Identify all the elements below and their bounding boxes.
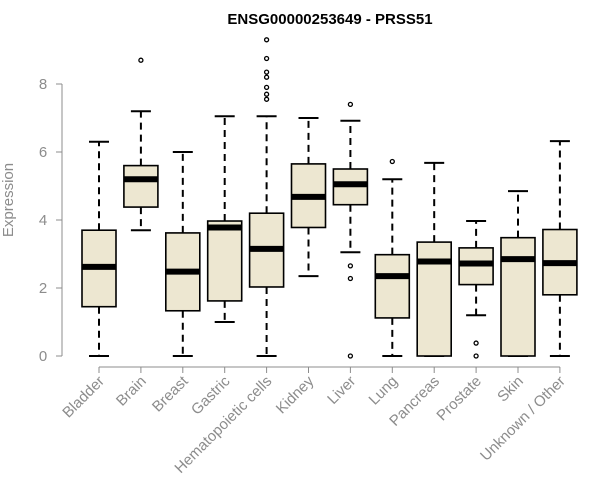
- x-tick-label: Skin: [494, 373, 527, 406]
- outlier-point: [347, 275, 354, 282]
- outlier-point: [347, 353, 354, 359]
- y-axis-label: Expression: [0, 163, 17, 237]
- iqr-box: [123, 164, 159, 208]
- outlier-point: [263, 69, 270, 75]
- box-pancreas: [416, 161, 453, 357]
- box-brain: [123, 57, 159, 232]
- outlier-point: [138, 57, 144, 63]
- boxes: [81, 37, 578, 359]
- y-tick-label: 0: [39, 348, 47, 365]
- box-bladder: [81, 140, 117, 357]
- outlier-point: [347, 263, 354, 269]
- x-tick-label: Kidney: [273, 372, 318, 417]
- iqr-box: [206, 220, 243, 302]
- y-tick-label: 6: [39, 144, 47, 161]
- x-tick-label: Liver: [324, 373, 359, 408]
- box-hematopoietic-cells: [248, 37, 285, 357]
- x-tick-label: Brain: [113, 373, 150, 410]
- outlier-point: [263, 96, 270, 102]
- y-tick-label: 4: [39, 212, 47, 229]
- outlier-point: [263, 37, 270, 43]
- outlier-point: [263, 91, 270, 97]
- x-tick-label: Breast: [149, 372, 192, 415]
- outlier-point: [347, 101, 354, 108]
- x-tick-label: Lung: [366, 373, 402, 409]
- y-axis: 0 2 4 6 8: [39, 76, 63, 365]
- chart-title: ENSG00000253649 - PRSS51: [227, 11, 432, 28]
- outlier-point: [263, 55, 270, 62]
- box-skin: [500, 190, 536, 357]
- y-tick-label: 2: [39, 280, 47, 297]
- iqr-box: [374, 253, 411, 319]
- box-lung: [374, 158, 411, 357]
- outlier-point: [473, 340, 479, 346]
- x-tick-label: Bladder: [59, 373, 108, 422]
- iqr-box: [500, 236, 536, 357]
- box-breast: [165, 151, 201, 357]
- box-prostate: [458, 220, 494, 359]
- box-gastric: [206, 115, 243, 323]
- x-tick-label: Prostate: [433, 373, 485, 425]
- box-unknown-other: [542, 140, 578, 357]
- y-tick-label: 8: [39, 76, 47, 93]
- box-kidney: [290, 117, 327, 278]
- outlier-point: [473, 353, 479, 359]
- box-liver: [332, 101, 369, 359]
- outlier-point: [389, 158, 395, 165]
- outlier-point: [263, 74, 270, 80]
- outlier-point: [263, 84, 270, 91]
